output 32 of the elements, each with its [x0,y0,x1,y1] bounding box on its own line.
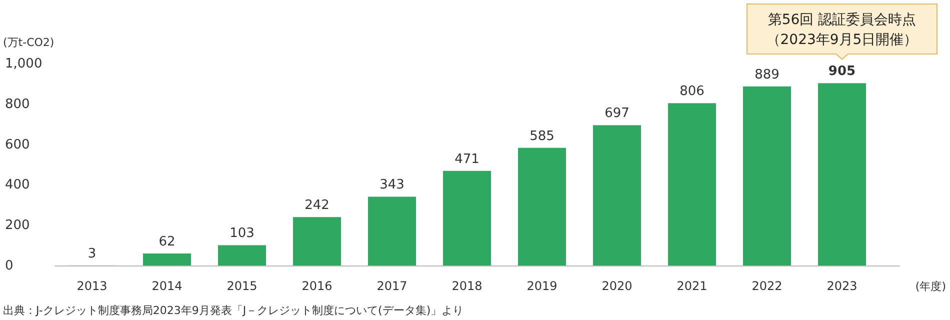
x-tick-label: 2019 [526,279,558,293]
data-label: 697 [604,106,630,122]
data-label: 242 [304,198,330,214]
annotation: 第56回 認証委員会時点（2023年9月5日開催） [766,12,918,48]
x-tick-label: 2018 [452,279,482,293]
data-label: 806 [680,84,704,100]
x-tick-label: 2017 [376,279,408,293]
data-label: 62 [158,234,176,250]
data-label: 889 [754,67,780,82]
x-tick-label: 2016 [302,279,332,293]
data-label: 103 [230,226,254,242]
y-tick-label: 1,000 [5,56,42,72]
x-axis-title: (年度) [915,280,946,293]
x-tick-label: 2014 [152,279,182,293]
x-tick-label: 2015 [226,279,258,293]
data-label: 585 [530,128,554,144]
y-axis-title: (万t-CO2) [3,36,54,49]
y-tick-label: 600 [5,137,30,152]
source-note: 出典：J-クレジット制度事務局2023年9月発表「J－クレジット制度について(データ集)」より [3,304,464,317]
data-label: 905 [828,64,856,80]
y-tick-label: 0 [5,258,14,274]
x-tick-label: 2023 [826,279,858,293]
x-tick-label: 2013 [76,279,108,293]
data-label: 3 [88,246,96,262]
data-label: 343 [380,178,404,193]
y-tick-label: 400 [5,178,30,193]
y-tick-label: 200 [5,218,30,234]
data-label: 471 [454,152,480,167]
x-tick-label: 2020 [602,279,632,293]
x-tick-label: 2021 [676,279,708,293]
x-tick-label: 2022 [752,279,782,293]
y-tick-label: 800 [5,96,30,112]
